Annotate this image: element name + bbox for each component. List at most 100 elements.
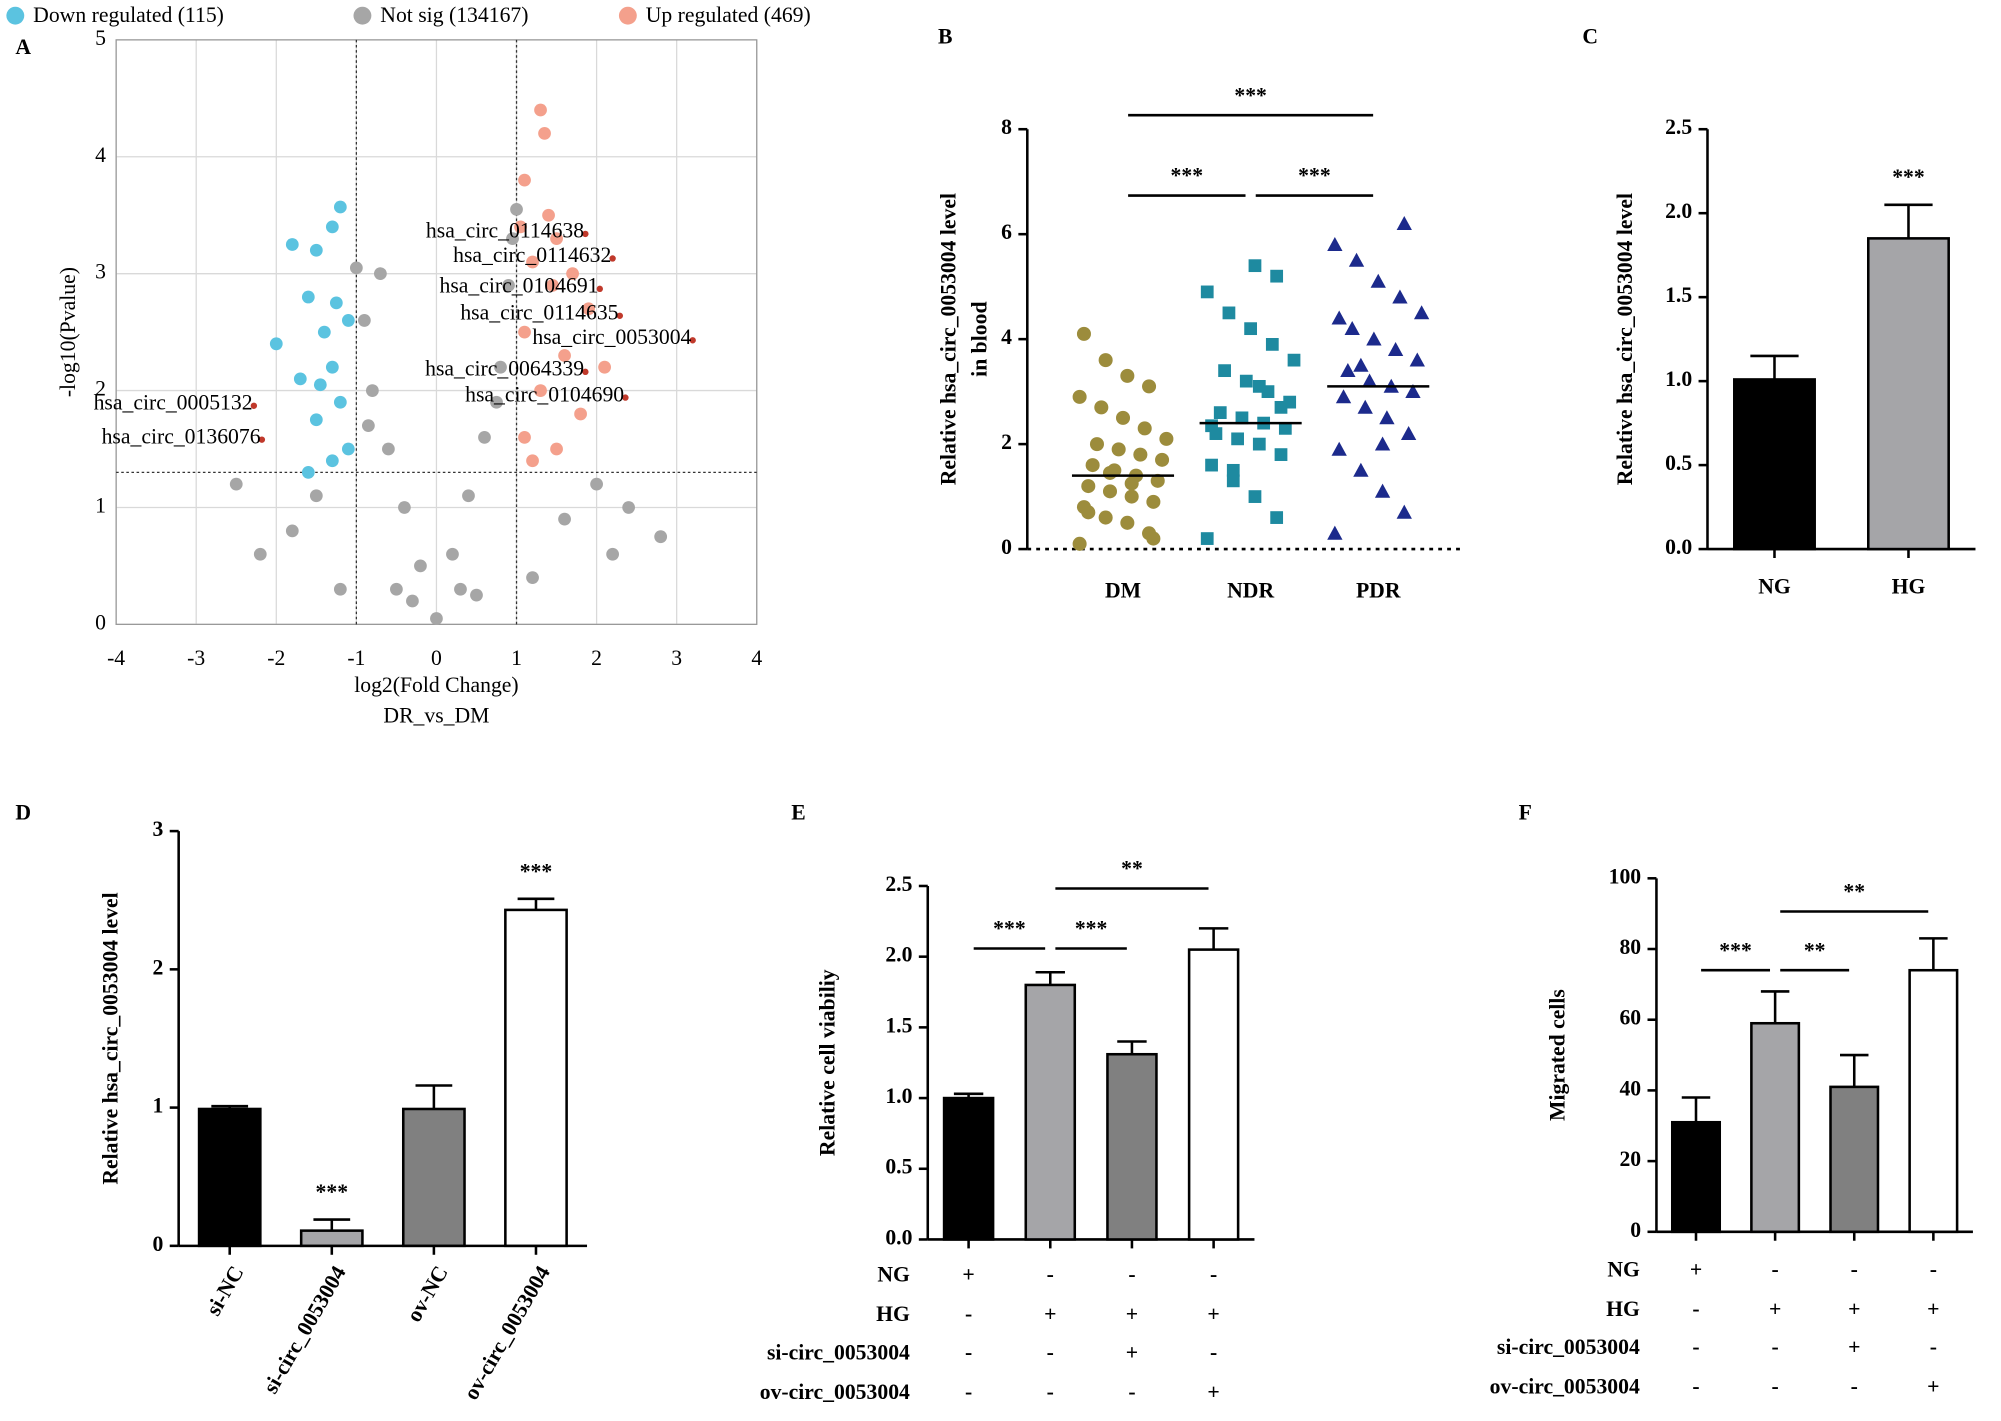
data-point <box>622 501 636 514</box>
data-point <box>313 378 327 392</box>
point-label: hsa_circ_0053004 <box>532 325 691 349</box>
y-tick-label: 2.0 <box>1665 199 1692 223</box>
panel-label: F <box>1519 800 1532 824</box>
significance-label: *** <box>1075 917 1108 941</box>
data-point <box>1089 437 1104 452</box>
data-point <box>514 220 527 234</box>
data-point <box>1226 463 1240 477</box>
condition-sign: - <box>1128 1262 1135 1286</box>
data-point <box>1287 353 1301 367</box>
bar <box>1829 1085 1880 1234</box>
data-point <box>546 278 559 292</box>
data-point <box>1396 504 1412 519</box>
data-point <box>506 232 519 245</box>
bar <box>1750 1021 1801 1234</box>
condition-sign: - <box>1930 1257 1937 1281</box>
data-point <box>1252 437 1266 451</box>
data-point <box>1270 269 1284 283</box>
legend-marker <box>353 6 372 25</box>
y-tick-label: 8 <box>1001 115 1012 139</box>
data-point <box>341 442 355 456</box>
significance-label: ** <box>1804 938 1826 962</box>
data-point <box>325 360 339 374</box>
y-tick-label: 3 <box>153 817 164 841</box>
x-tick-label: si-circ_0053004 <box>258 1262 350 1398</box>
point-label: hsa_circ_0114638 <box>426 219 584 243</box>
y-tick-label: 2.0 <box>885 943 912 967</box>
x-tick-label: HG <box>1892 575 1926 599</box>
bar <box>1908 968 1959 1234</box>
y-tick-label: 1.5 <box>885 1013 912 1037</box>
y-tick-label: 6 <box>1001 220 1012 244</box>
data-point <box>301 290 315 304</box>
data-point <box>526 454 539 468</box>
data-point <box>566 267 579 281</box>
data-point <box>361 419 375 433</box>
y-axis-label: -log10(Pvalue) <box>56 267 80 397</box>
data-point <box>518 325 531 339</box>
x-tick-label: NDR <box>1227 578 1274 602</box>
annotated-point <box>250 402 258 409</box>
data-point <box>317 325 331 339</box>
y-tick-label: 0 <box>95 610 106 634</box>
data-point <box>510 203 523 216</box>
x-tick-label: 0 <box>431 646 442 670</box>
legend-marker <box>6 6 25 25</box>
data-point <box>1155 452 1170 467</box>
x-tick-label: -2 <box>267 646 285 670</box>
data-point <box>1094 400 1109 415</box>
data-point <box>414 559 427 573</box>
x-axis-subtitle: DR_vs_DM <box>383 704 489 728</box>
data-point <box>1409 352 1425 367</box>
condition-sign: + <box>1207 1380 1219 1404</box>
data-point <box>470 588 483 602</box>
data-point <box>1120 515 1135 530</box>
data-point <box>1344 320 1360 336</box>
x-tick-label: NG <box>1758 575 1791 599</box>
condition-name: HG <box>876 1302 910 1326</box>
data-point <box>1098 353 1113 368</box>
x-tick-label: PDR <box>1356 578 1401 602</box>
x-tick-label: 1 <box>511 646 522 670</box>
condition-sign: - <box>965 1302 972 1326</box>
data-point <box>454 582 467 596</box>
point-label: hsa_circ_0114635 <box>460 300 618 324</box>
condition-sign: - <box>1772 1257 1779 1281</box>
y-tick-label: 2 <box>1001 430 1012 454</box>
data-point <box>333 582 347 596</box>
data-point <box>1115 410 1131 425</box>
condition-sign: + <box>1769 1297 1781 1321</box>
condition-sign: - <box>1692 1297 1699 1321</box>
data-point <box>269 337 283 351</box>
data-point <box>349 261 363 275</box>
significance-label: *** <box>1298 164 1331 188</box>
condition-sign: - <box>1772 1335 1779 1359</box>
y-axis-label: in blood <box>967 301 991 376</box>
data-point <box>1146 494 1161 509</box>
y-tick-label: 1.0 <box>1665 367 1692 391</box>
data-point <box>285 524 299 538</box>
data-point <box>1361 373 1378 388</box>
x-tick-label: -3 <box>187 646 205 670</box>
data-point <box>446 547 459 561</box>
data-point <box>333 395 347 409</box>
x-tick-label: ov-NC <box>402 1262 453 1326</box>
data-point <box>526 255 539 269</box>
data-point <box>1387 341 1404 357</box>
y-axis-label: Relative hsa_circ_0053004 level <box>98 892 122 1184</box>
data-point <box>1222 306 1236 320</box>
data-point <box>1072 536 1087 551</box>
y-tick-label: 4 <box>1001 325 1012 349</box>
data-point <box>309 489 323 503</box>
data-point <box>1124 476 1139 491</box>
data-point <box>1327 237 1343 252</box>
data-point <box>398 501 411 514</box>
condition-sign: + <box>1044 1302 1056 1326</box>
data-point <box>1235 411 1249 425</box>
panel: E0.00.51.01.52.02.5*** *****NG + - - -HG - + + +s… <box>760 800 1255 1404</box>
y-tick-label: 0 <box>1001 535 1012 559</box>
data-point <box>1248 490 1262 503</box>
data-point <box>1244 322 1258 336</box>
